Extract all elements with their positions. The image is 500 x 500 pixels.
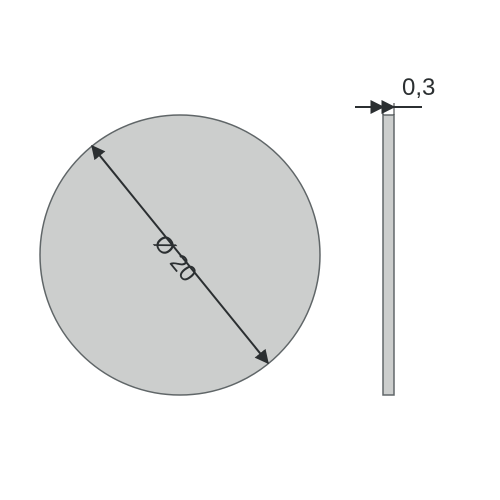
disc-side-view	[383, 115, 394, 395]
thickness-label: 0,3	[402, 74, 435, 101]
technical-drawing: Ø 200,3	[0, 0, 500, 500]
